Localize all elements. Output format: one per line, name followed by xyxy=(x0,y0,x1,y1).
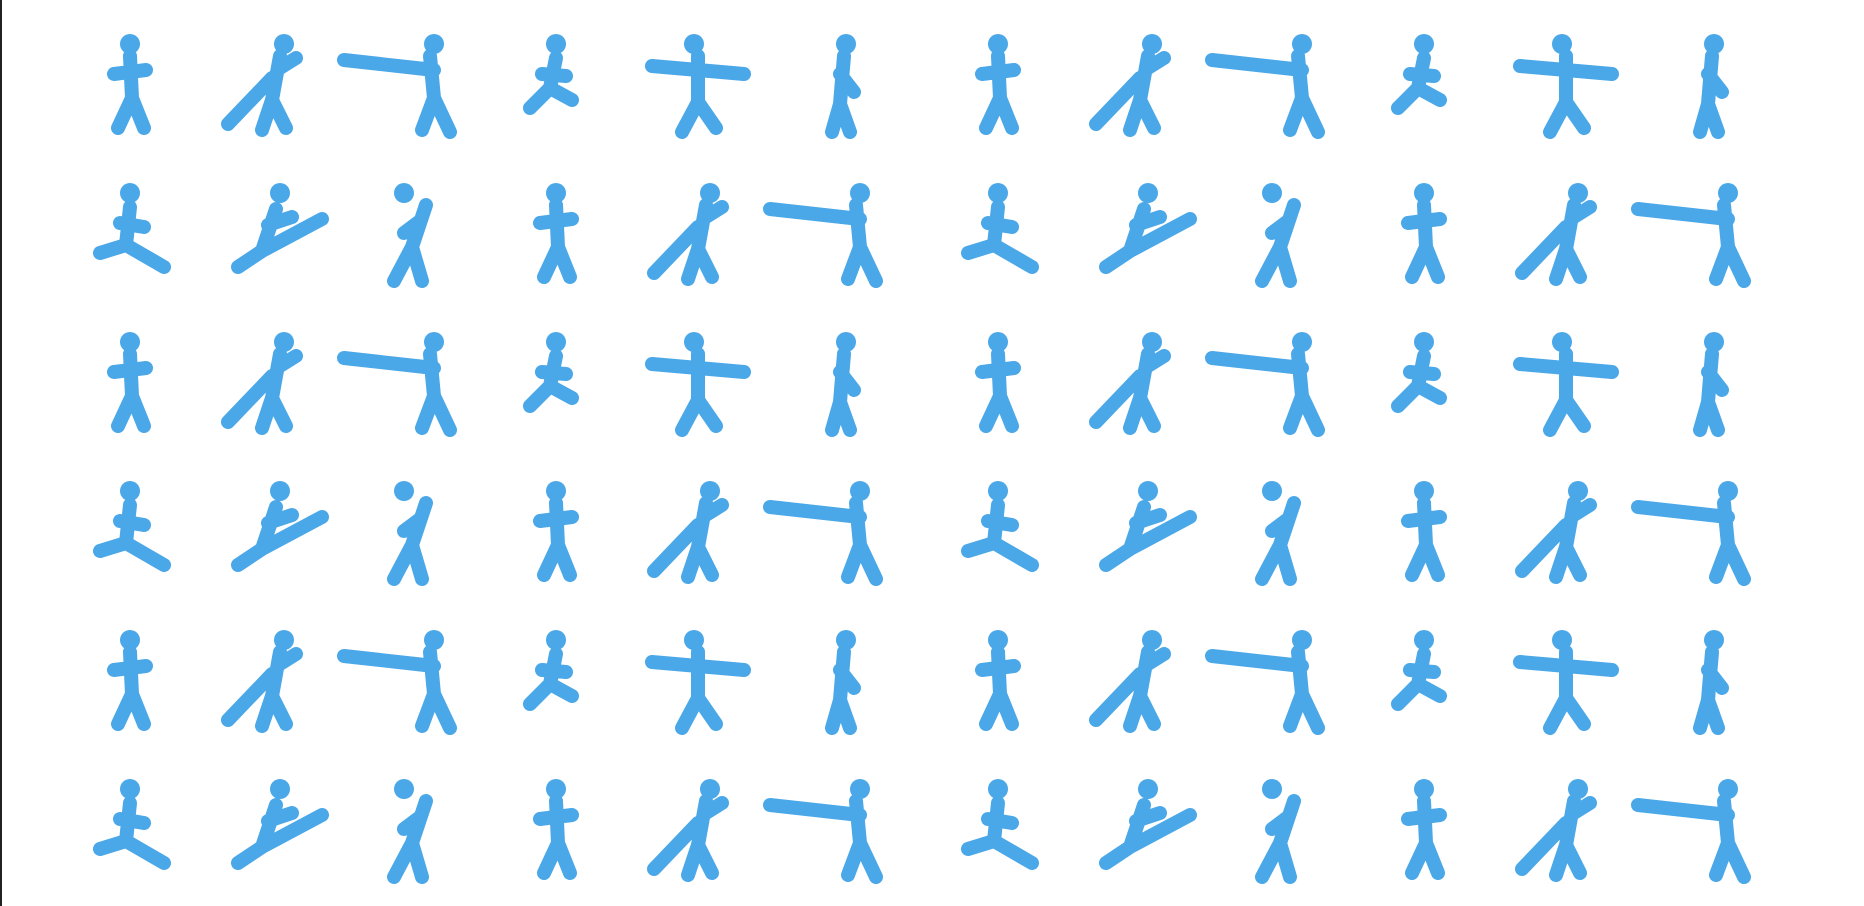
figure-forward-punch-silhouette-icon xyxy=(1089,630,1171,733)
crouching-figure-small-silhouette-icon xyxy=(523,34,579,115)
figure-high-kick-back-silhouette-icon xyxy=(337,34,457,139)
figure-aerial-kick-silhouette-icon xyxy=(825,630,861,735)
figure-wide-stance-silhouette-icon xyxy=(221,332,303,435)
figure-flying-kick-silhouette-icon xyxy=(647,183,729,286)
seated-figure-silhouette-icon xyxy=(1205,332,1325,437)
figure-lunge-punch-silhouette-icon xyxy=(387,183,433,288)
figure-kneeling-block-silhouette-icon xyxy=(533,481,579,582)
figure-jump-kick-silhouette-icon xyxy=(1515,481,1597,584)
figure-crouch-punch-silhouette-icon xyxy=(93,481,171,572)
figure-coiled-spin-silhouette-icon xyxy=(1513,630,1619,735)
figure-fighting-stance-silhouette-icon xyxy=(107,630,153,731)
standing-figure-hands-folded-silhouette-icon xyxy=(107,332,153,433)
standing-figure-robe-silhouette-icon xyxy=(1631,779,1751,884)
figure-horse-stance-silhouette-icon xyxy=(645,332,751,437)
small-figure-fists-raised-silhouette-icon xyxy=(107,34,153,135)
figure-arms-overhead-circle-silhouette-icon xyxy=(1099,481,1197,572)
figure-bending-over-silhouette-icon xyxy=(763,481,883,586)
crouching-figure-kick-low-silhouette-icon xyxy=(1401,183,1447,284)
small-figure-fists-raised-silhouette-icon xyxy=(975,34,1021,135)
figure-leaning-strike-silhouette-icon xyxy=(961,183,1039,274)
figure-flying-kick-silhouette-icon xyxy=(1515,183,1597,286)
figure-crouch-punch-silhouette-icon xyxy=(961,481,1039,572)
figure-wide-stance-silhouette-icon xyxy=(1089,332,1171,435)
figure-kneeling-block-silhouette-icon xyxy=(1401,481,1447,582)
small-figure-stepping-silhouette-icon xyxy=(825,332,861,437)
small-figure-fists-raised-silhouette-icon xyxy=(961,779,1039,870)
figure-with-staff-silhouette-icon xyxy=(221,34,303,137)
figure-sweeping-staff-silhouette-icon xyxy=(231,779,329,870)
figure-side-kick-silhouette-icon xyxy=(231,183,329,274)
figure-lunge-punch-silhouette-icon xyxy=(1255,183,1301,288)
figure-sweeping-staff-silhouette-icon xyxy=(1099,779,1197,870)
figure-forward-punch-silhouette-icon xyxy=(221,630,303,733)
figure-leaning-strike-silhouette-icon xyxy=(93,183,171,274)
crouching-figure-kick-low-silhouette-icon xyxy=(533,183,579,284)
figure-arms-overhead-circle-silhouette-icon xyxy=(231,481,329,572)
figure-arms-out-wide-silhouette-icon xyxy=(1513,34,1619,139)
seated-figure-silhouette-icon xyxy=(337,332,457,437)
figure-arms-out-wide-silhouette-icon xyxy=(647,779,729,882)
figure-guard-stance-silhouette-icon xyxy=(387,481,433,586)
figure-fighting-stance-silhouette-icon xyxy=(975,630,1021,731)
figure-with-spear-upright-silhouette-icon xyxy=(523,630,579,711)
figure-spinning-kick-silhouette-icon xyxy=(387,779,433,884)
figure-leaning-back-silhouette-icon xyxy=(1631,183,1751,288)
figure-arms-out-wide-silhouette-icon xyxy=(1515,779,1597,882)
figure-side-kick-silhouette-icon xyxy=(1099,183,1197,274)
crouching-figure-small-silhouette-icon xyxy=(1401,779,1447,880)
standing-figure-hands-folded-silhouette-icon xyxy=(975,332,1021,433)
figure-arms-swirl-silhouette-icon xyxy=(1391,332,1447,413)
figure-long-stride-silhouette-icon xyxy=(1205,630,1325,735)
figure-long-stride-silhouette-icon xyxy=(337,630,457,735)
figure-leaning-back-silhouette-icon xyxy=(763,183,883,288)
standing-figure-robe-silhouette-icon xyxy=(825,34,861,139)
figure-with-spear-upright-silhouette-icon xyxy=(1391,630,1447,711)
small-figure-fists-raised-silhouette-icon xyxy=(93,779,171,870)
figure-high-kick-back-silhouette-icon xyxy=(1205,34,1325,139)
figure-with-staff-silhouette-icon xyxy=(1089,34,1171,137)
figure-guard-stance-silhouette-icon xyxy=(1255,481,1301,586)
crouching-figure-small-silhouette-icon xyxy=(1391,34,1447,115)
figure-bending-over-silhouette-icon xyxy=(1631,481,1751,586)
figure-arms-swirl-silhouette-icon xyxy=(523,332,579,413)
figure-horse-stance-silhouette-icon xyxy=(1513,332,1619,437)
standing-figure-robe-silhouette-icon xyxy=(763,779,883,884)
small-figure-stepping-silhouette-icon xyxy=(1693,332,1729,437)
standing-figure-robe-silhouette-icon xyxy=(1693,34,1729,139)
figure-aerial-kick-silhouette-icon xyxy=(1693,630,1729,735)
figure-arms-out-wide-silhouette-icon xyxy=(645,34,751,139)
crouching-figure-small-silhouette-icon xyxy=(533,779,579,880)
figure-spinning-kick-silhouette-icon xyxy=(1255,779,1301,884)
figure-jump-kick-silhouette-icon xyxy=(647,481,729,584)
figure-coiled-spin-silhouette-icon xyxy=(645,630,751,735)
